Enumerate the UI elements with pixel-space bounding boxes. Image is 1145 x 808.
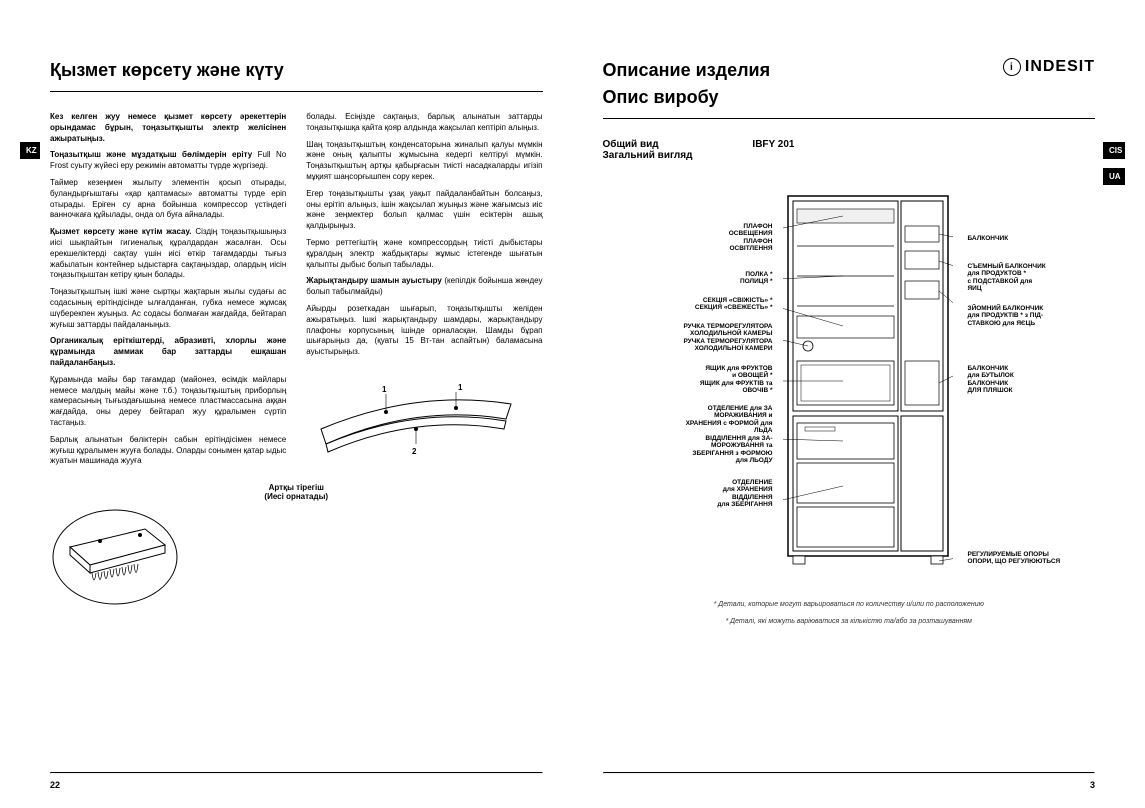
right-title-2: Опис виробу xyxy=(603,87,1096,108)
p1: Кез келген жуу немесе қызмет көрсету әре… xyxy=(50,112,286,144)
col-1: Кез келген жуу немесе қызмет көрсету әре… xyxy=(50,112,286,473)
c2p1: болады. Есіңізде сақтаңыз, барлық алынат… xyxy=(306,112,542,134)
p5: Тоңазытқыштың ішкі және сыртқы жақтарын … xyxy=(50,287,286,330)
p4-bold: Қызмет көрсету және күтім жасау. xyxy=(50,227,191,236)
lang-tab-kz: KZ xyxy=(20,142,40,159)
subtitle-l1: Общий вид xyxy=(603,139,659,150)
diagram-label-left: ОТДЕЛЕНИЕдля ХРАНЕНИЯВІДДІЛЕННЯдля ЗБЕРІ… xyxy=(623,479,773,509)
c2p5-bold: Жарықтандыру шамын ауыстыру xyxy=(306,276,442,285)
illust-label-2: 2 xyxy=(412,447,417,456)
spacer-illustration: 1 1 2 xyxy=(306,374,526,464)
c2p3: Егер тоңазытқышты ұзақ уақыт пайдаланбай… xyxy=(306,189,542,232)
p8: Барлық алынатын бөліктерін сабын ерітінд… xyxy=(50,435,286,467)
right-page: CIS UA i INDESIT Описание изделия Опис в… xyxy=(573,0,1145,808)
right-bottom-rule xyxy=(603,772,1096,774)
c2p6: Айырды розеткадан шығарып, тоңазытқышты … xyxy=(306,304,542,358)
diagram-label-right: БАЛКОНЧИКдля БУТЫЛОКБАЛКОНЧИКДЛЯ ПЛЯШОК xyxy=(968,365,1118,395)
rear-support-illustration xyxy=(50,507,180,607)
diagram-label-left: ПОЛКА *ПОЛИЦЯ * xyxy=(623,271,773,286)
p6: Органикалық еріткіштерді, абразивті, хло… xyxy=(50,336,286,368)
logo-text: INDESIT xyxy=(1025,58,1095,76)
brand-logo: i INDESIT xyxy=(1003,58,1095,76)
lang-tab-cis: CIS xyxy=(1103,142,1125,159)
col-2: болады. Есіңізде сақтаңыз, барлық алынат… xyxy=(306,112,542,473)
p7: Құрамында майы бар тағамдар (майонез, өс… xyxy=(50,375,286,429)
illust-label-1b: 1 xyxy=(458,383,463,392)
page-num-right: 3 xyxy=(1090,780,1095,790)
fridge-svg xyxy=(783,191,953,571)
diagram-label-left: СЕКЦІЯ «СВІЖІСТЬ» *СЕКЦИЯ «СВЕЖЕСТЬ» * xyxy=(623,297,773,312)
diagram-label-right: ЗЙОМНИЙ БАЛКОНЧИКдля ПРОДУКТІВ * з ПІД-С… xyxy=(968,305,1118,327)
p2-bold: Тоңазытқыш және мұздатқыш бөлімдерін ері… xyxy=(50,150,252,159)
diagram-label-right: БАЛКОНЧИК xyxy=(968,235,1118,242)
diagram-label-right: РЕГУЛИРУЕМЫЕ ОПОРЫОПОРИ, ЩО РЕГУЛЮЮТЬСЯ xyxy=(968,551,1118,566)
lang-tab-ua: UA xyxy=(1103,168,1125,185)
left-title-rule xyxy=(50,91,543,92)
diagram-label-right: СЪЕМНЫЙ БАЛКОНЧИКдля ПРОДУКТОВ *с ПОДСТА… xyxy=(968,263,1118,293)
left-bottom-rule xyxy=(50,772,543,774)
illust-label-1a: 1 xyxy=(382,385,387,394)
footnote-1: * Детали, которые могут варьироваться по… xyxy=(603,601,1096,608)
subtitle-l2: Загальний вигляд xyxy=(603,150,693,161)
diagram-label-left: ЯЩИК для ФРУКТОВи ОВОЩЕЙ *ЯЩИК для ФРУКТ… xyxy=(623,365,773,395)
footnote-2: * Деталі, які можуть варіюватися за кіль… xyxy=(603,618,1096,625)
page-spread: KZ Қызмет көрсету және күту Кез келген ж… xyxy=(0,0,1145,808)
right-title-rule xyxy=(603,118,1096,119)
p3: Таймер кезеңмен жылыту элементін қосып о… xyxy=(50,178,286,221)
c2p4: Термо реттегіштің және компрессордың тиі… xyxy=(306,238,542,270)
model-number: IBFY 201 xyxy=(752,139,794,161)
caption-l2: (Иесі орнатады) xyxy=(264,492,328,501)
c2p2: Шаң тоңазытқыштың конденсаторына жиналып… xyxy=(306,140,542,183)
caption-l1: Артқы тірегіш xyxy=(269,483,324,492)
page-num-left: 22 xyxy=(50,780,60,790)
p4: Қызмет көрсету және күтім жасау. Сіздің … xyxy=(50,227,286,281)
diagram-label-left: РУЧКА ТЕРМОРЕГУЛЯТОРАХОЛОДИЛЬНОЙ КАМЕРЫР… xyxy=(623,323,773,353)
fridge-diagram: ПЛАФОНОСВЕЩЕНИЯПЛАФОНОСВІТЛЕННЯ ПОЛКА *ПО… xyxy=(603,171,1096,591)
left-page-title: Қызмет көрсету және күту xyxy=(50,60,543,81)
subtitle-row: Общий вид Загальний вигляд IBFY 201 xyxy=(603,139,1096,161)
body-text-columns: Кез келген жуу немесе қызмет көрсету әре… xyxy=(50,112,543,473)
rear-support-caption: Артқы тірегіш (Иесі орнатады) xyxy=(50,483,543,501)
c2p5: Жарықтандыру шамын ауыстыру (кепілдік бо… xyxy=(306,276,542,298)
logo-icon: i xyxy=(1003,58,1021,76)
diagram-label-left: ОТДЕЛЕНИЕ для ЗАМОРАЖИВАНИЯ иХРАНЕНИЯ с … xyxy=(623,405,773,465)
diagram-label-left: ПЛАФОНОСВЕЩЕНИЯПЛАФОНОСВІТЛЕННЯ xyxy=(623,223,773,253)
subtitle-left: Общий вид Загальний вигляд xyxy=(603,139,693,161)
left-page: KZ Қызмет көрсету және күту Кез келген ж… xyxy=(0,0,573,808)
p2: Тоңазытқыш және мұздатқыш бөлімдерін ері… xyxy=(50,150,286,172)
